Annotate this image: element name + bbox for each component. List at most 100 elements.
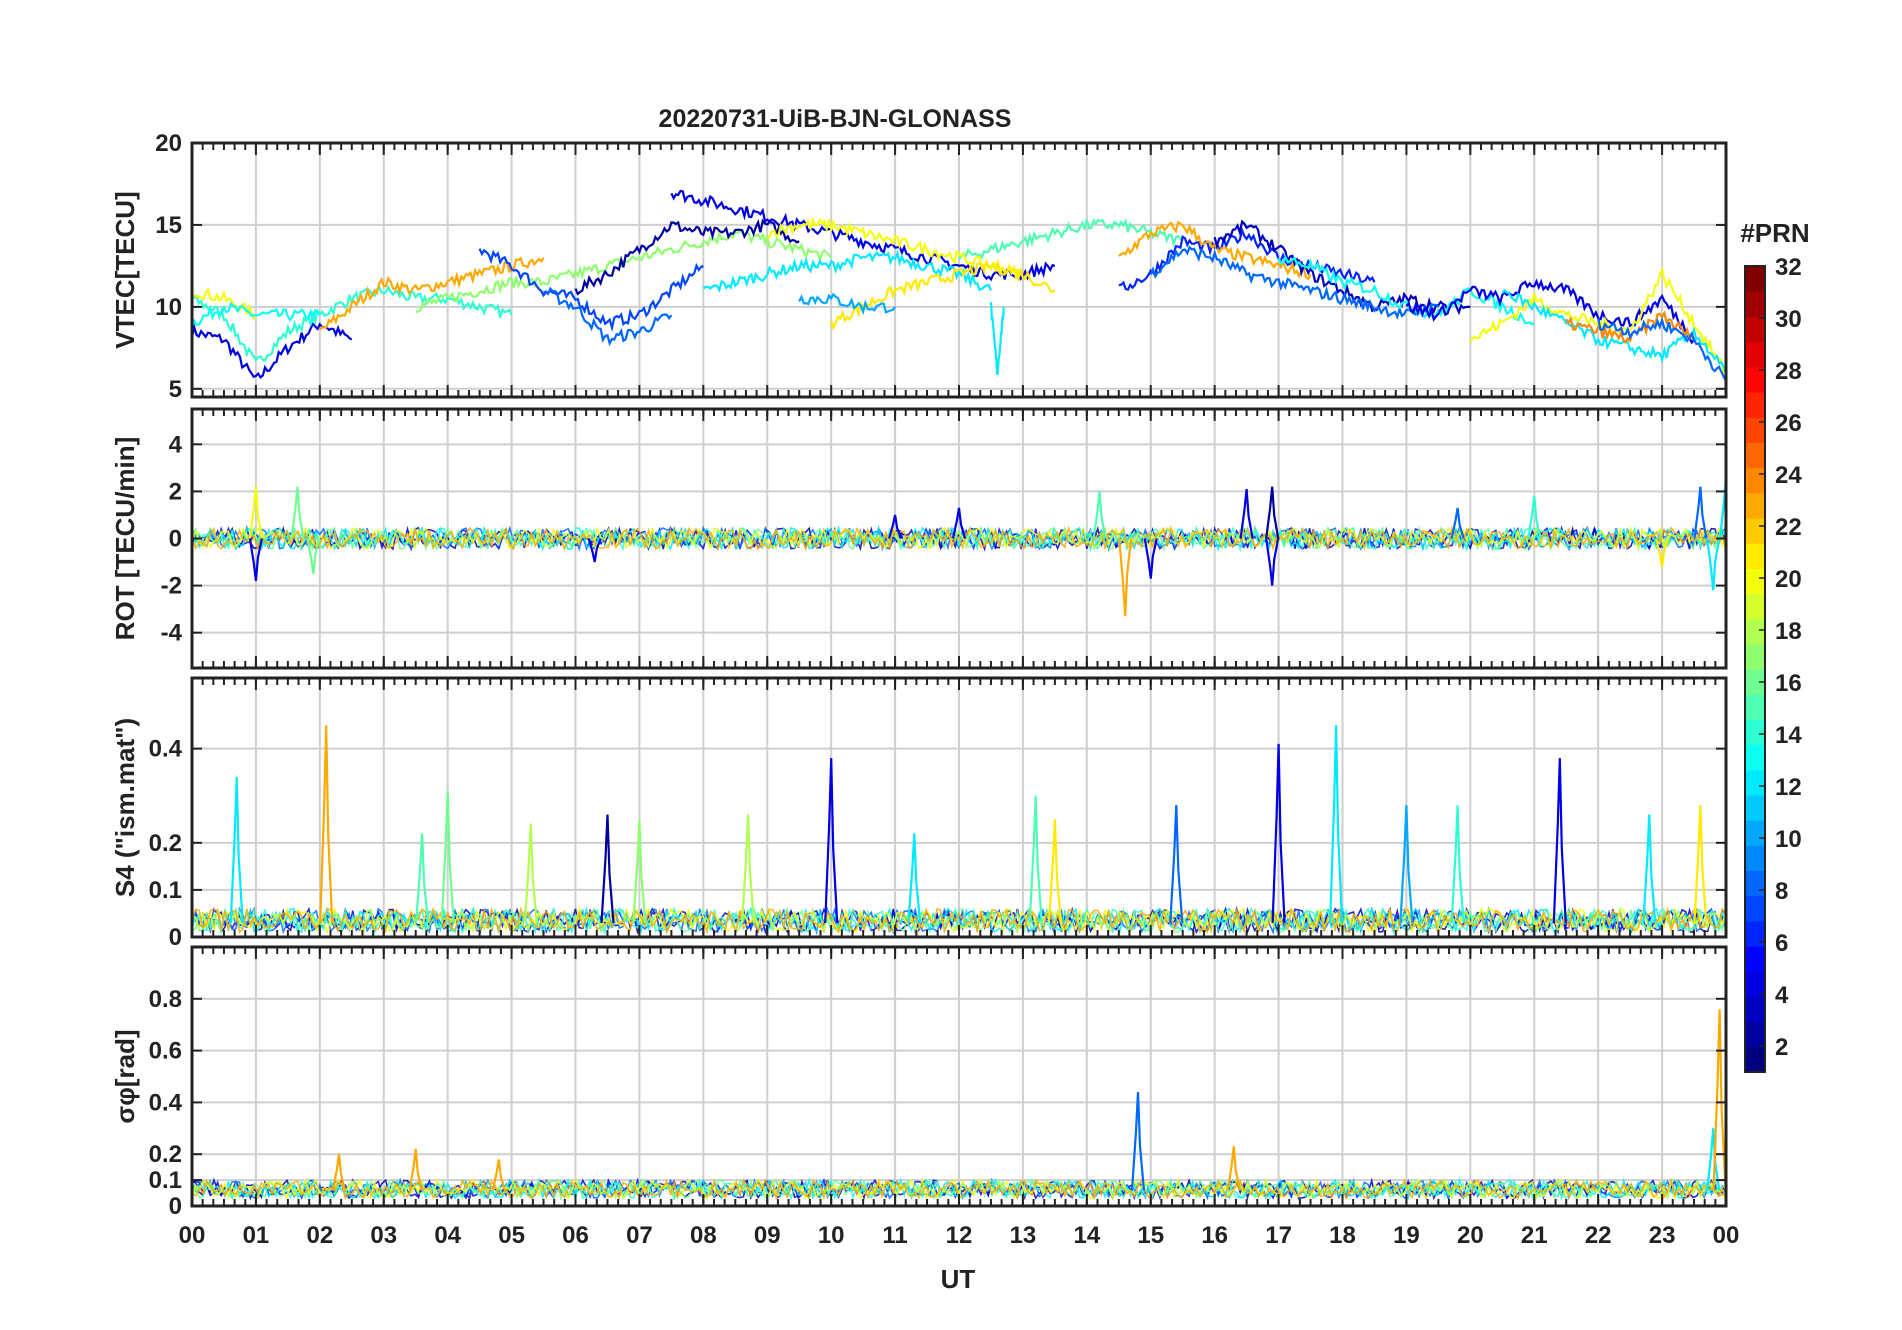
spike-prn-4 (1143, 538, 1158, 579)
colorbar-step (1745, 996, 1765, 1023)
colorbar-step (1745, 1046, 1765, 1073)
series-prn-20 (766, 216, 1024, 283)
spike-prn-12 (1706, 1128, 1721, 1191)
y-tick-label: 20 (155, 130, 182, 157)
x-tick-label: 03 (370, 1222, 397, 1249)
colorbar-tick-label: 4 (1775, 982, 1789, 1009)
spike-prn-12 (907, 833, 922, 924)
spike-prn-23 (491, 1159, 506, 1191)
chart-title: 20220731-UiB-BJN-GLONASS (659, 105, 1012, 133)
colorbar-frame (1744, 265, 1766, 1073)
spike-prn-23 (408, 1148, 423, 1191)
spike-prn-16 (306, 538, 321, 574)
y-tick-label: 4 (169, 431, 183, 458)
x-tick-label: 00 (179, 1222, 206, 1249)
x-tick-label: 15 (1137, 1222, 1164, 1249)
noise-trace (192, 525, 1726, 552)
noise-trace (192, 905, 1726, 936)
y-axis-label: σφ[rad] (110, 1029, 140, 1123)
spike-prn-18 (741, 814, 756, 923)
spike-prn-12 (1718, 477, 1726, 539)
spike-prn-15 (1092, 491, 1107, 539)
spike-prn-4 (951, 507, 967, 539)
x-tick-label: 04 (434, 1222, 461, 1249)
colorbar-step (1745, 316, 1765, 343)
colorbar-tick-label: 6 (1775, 930, 1788, 957)
series-prn-17 (415, 229, 833, 314)
series-prn-15 (958, 218, 1184, 260)
series-prn-13 (192, 301, 321, 328)
spike-prn-14 (1527, 495, 1542, 539)
colorbar-tick-label: 28 (1775, 358, 1802, 385)
colorbar-step (1745, 845, 1765, 872)
series-prn-23 (1118, 220, 1312, 281)
spike-prn-2 (600, 814, 615, 923)
spike-prn-4 (888, 514, 903, 539)
spike-prn-4 (1271, 743, 1286, 923)
colorbar-step (1745, 391, 1765, 418)
colorbar-tick-label: 16 (1775, 670, 1802, 697)
colorbar-tick-label: 32 (1775, 254, 1802, 281)
spike-prn-21 (1047, 819, 1062, 923)
x-tick-label: 23 (1649, 1222, 1676, 1249)
spike-prn-18 (523, 823, 538, 923)
x-tick-label: 20 (1457, 1222, 1484, 1249)
y-tick-label: 2 (169, 478, 182, 505)
x-tick-label: 18 (1329, 1222, 1356, 1249)
series-prn-8 (1597, 316, 1726, 382)
y-tick-label: 0.2 (149, 1141, 182, 1168)
x-tick-label: 07 (626, 1222, 653, 1249)
colorbar-step (1745, 467, 1765, 494)
colorbar-tick-label: 2 (1775, 1034, 1788, 1061)
y-axis-label: ROT [TECU/min] (110, 437, 140, 641)
spike-prn-4 (1239, 488, 1254, 539)
y-tick-label: 0.4 (149, 1089, 183, 1116)
spike-prn-23 (319, 725, 334, 923)
x-tick-label: 05 (498, 1222, 525, 1249)
x-axis-label: UT (941, 1264, 976, 1294)
colorbar-step (1745, 1021, 1765, 1048)
noise-trace (192, 525, 1726, 552)
spike-prn-20 (248, 486, 263, 539)
colorbar-step (1745, 517, 1765, 544)
spike-prn-4 (1552, 758, 1567, 923)
y-tick-label: 0 (169, 1193, 182, 1220)
spike-prn-4 (248, 538, 263, 582)
y-tick-label: 5 (169, 376, 182, 403)
colorbar-step (1745, 643, 1765, 670)
y-axis-label: VTEC[TECU] (110, 191, 140, 348)
colorbar-tick-label: 30 (1775, 306, 1802, 333)
x-tick-label: 22 (1585, 1222, 1612, 1249)
spike-prn-15 (1028, 795, 1043, 923)
colorbar-tick-label: 22 (1775, 514, 1802, 541)
colorbar-tick-label: 20 (1775, 566, 1802, 593)
x-tick-label: 11 (882, 1222, 907, 1249)
series-prn-2 (574, 218, 800, 296)
spike-prn-10 (1399, 805, 1414, 923)
y-tick-label: 15 (155, 212, 182, 239)
colorbar-tick-label: 18 (1775, 618, 1802, 645)
panel-3: 0 0.1 0.2 0.4 S4 ("ism.mat") (110, 676, 1728, 951)
series-prn-4 (1405, 278, 1695, 345)
spike-prn-4 (1265, 538, 1280, 586)
colorbar-tick-label: 12 (1775, 774, 1802, 801)
series-prn-10 (798, 292, 896, 316)
series-prn-8 (1149, 245, 1440, 320)
y-tick-label: 0 (169, 526, 182, 553)
y-tick-label: 0.6 (149, 1038, 182, 1065)
colorbar-tick-label: 10 (1775, 826, 1802, 853)
series-prn-13 (1277, 254, 1535, 326)
series-prn-4 (670, 189, 1056, 282)
colorbar-step (1745, 266, 1765, 292)
x-tick-label: 01 (243, 1222, 270, 1249)
spike-prn-12 (1329, 725, 1344, 923)
x-tick-labels: 00 01 02 03 04 05 06 07 08 09 10 11 12 13 14 15 16 17 18 19… (179, 1222, 1740, 1249)
y-tick-label: 0.2 (149, 830, 182, 857)
spike-prn-8 (1169, 805, 1184, 923)
x-tick-label: 08 (690, 1222, 717, 1249)
noise-trace (192, 525, 1726, 553)
colorbar-step (1745, 593, 1765, 620)
y-tick-label: -2 (161, 573, 182, 600)
series-prn-12 (989, 302, 1005, 375)
